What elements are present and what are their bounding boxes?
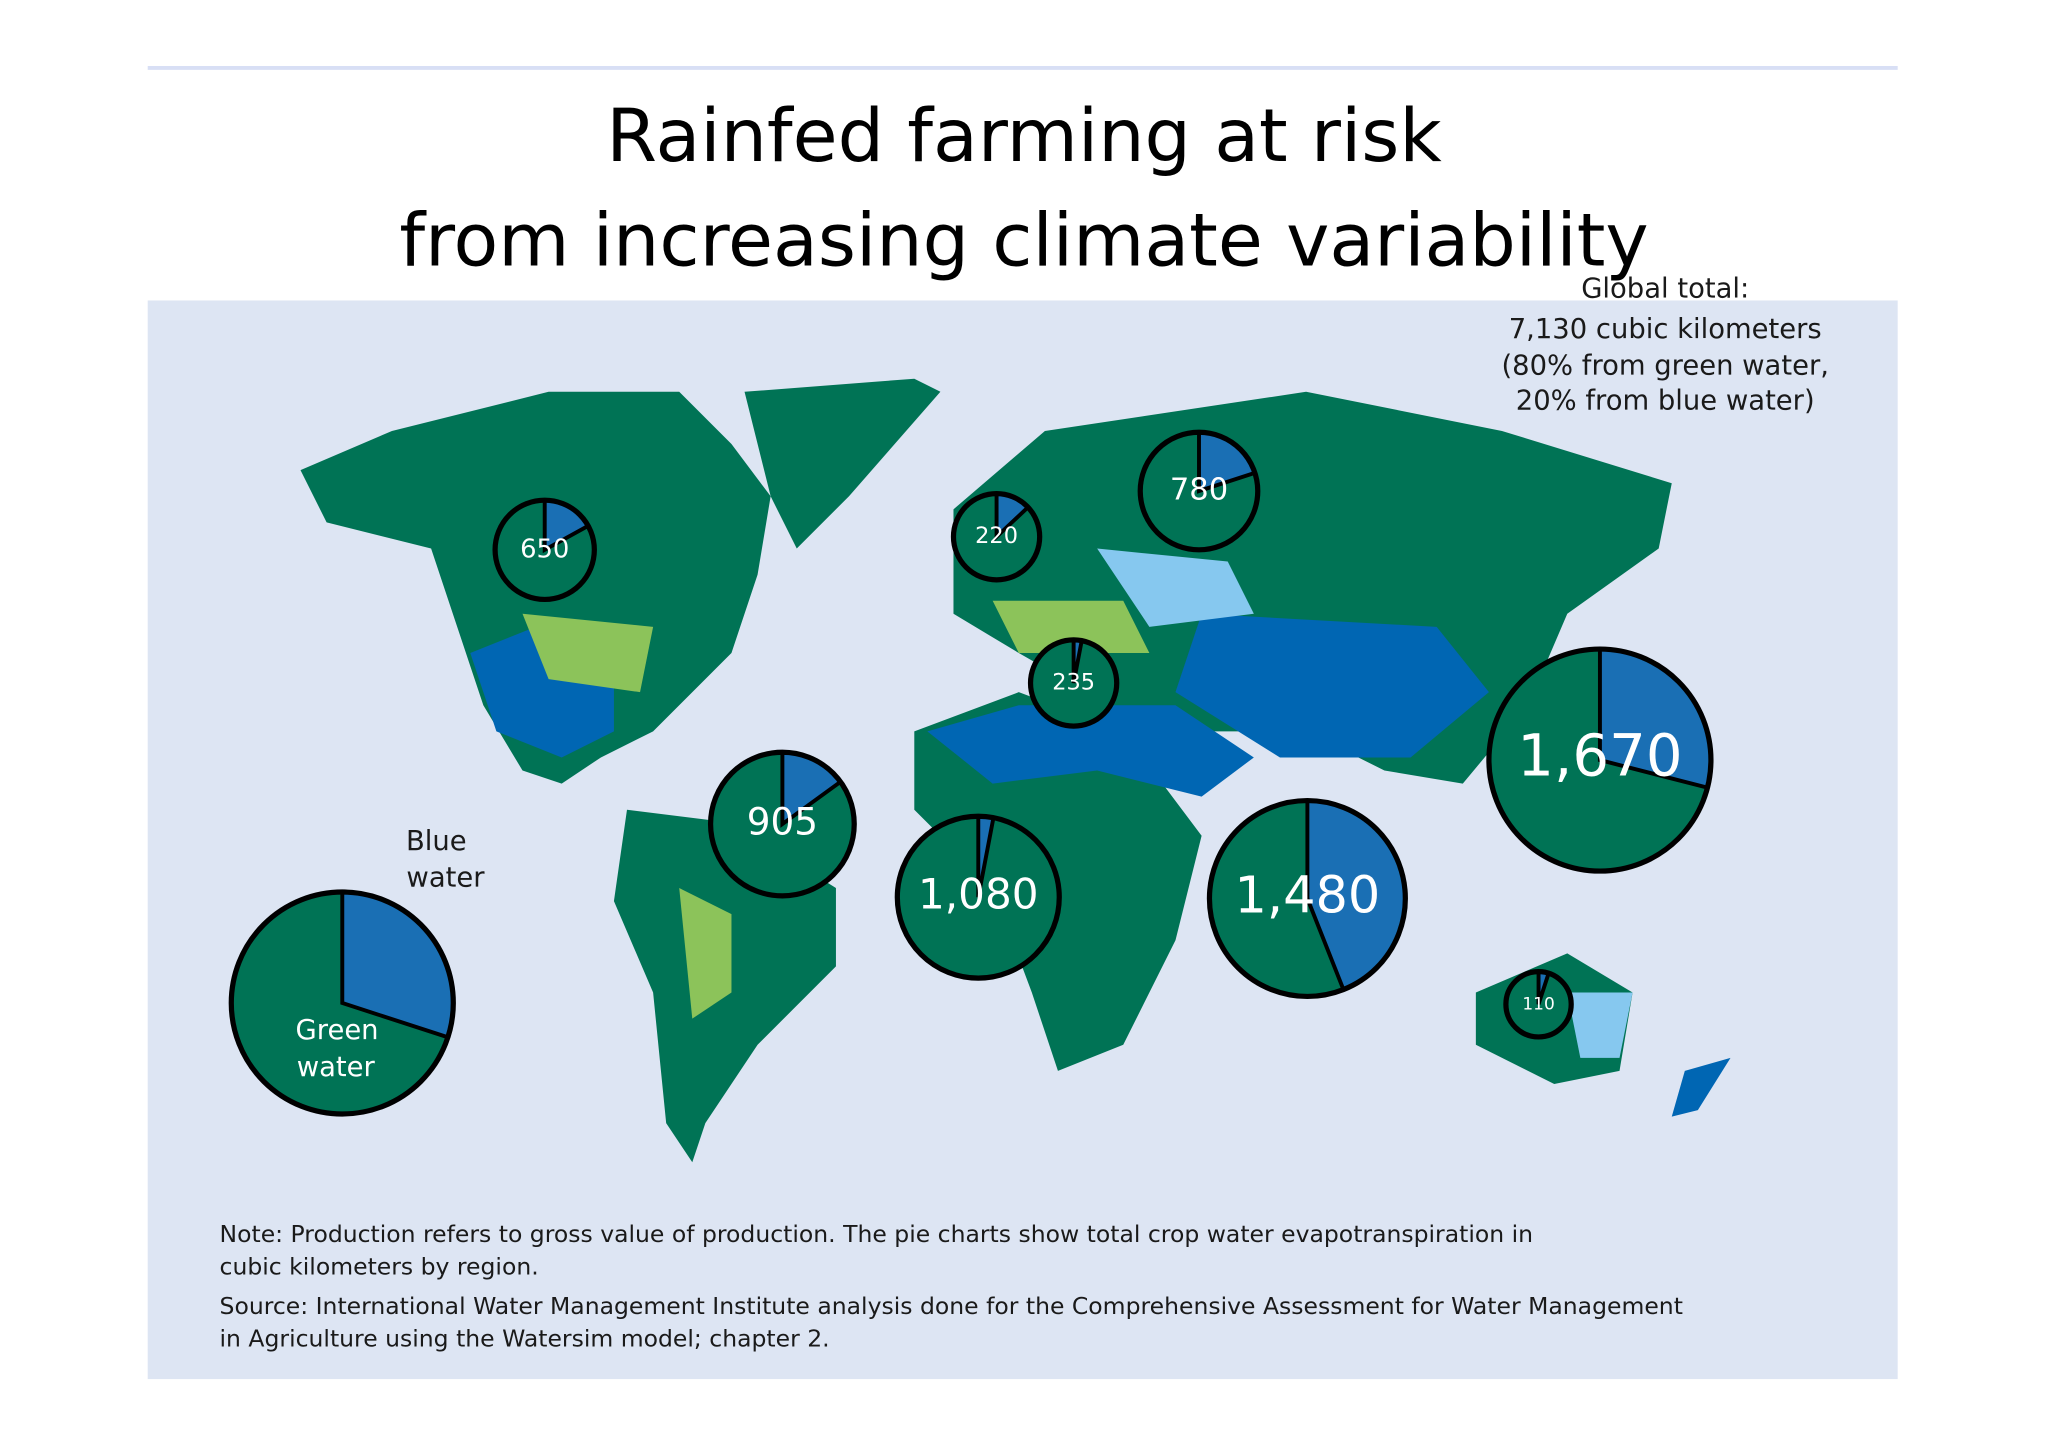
pie-outline xyxy=(1503,969,1574,1040)
pie-label: 1,480 xyxy=(1235,866,1381,925)
pie-outline xyxy=(228,889,456,1117)
legend-label: Green xyxy=(296,1015,379,1046)
global-total-text: 20% from blue water) xyxy=(1516,386,1815,417)
pie-label: 650 xyxy=(520,534,569,564)
pie-label: 905 xyxy=(747,800,818,844)
pie-outline xyxy=(1027,637,1120,729)
region-pie: 780 xyxy=(1137,429,1261,553)
global-total-text: (80% from green water, xyxy=(1501,350,1828,381)
region-pie: 1,080 xyxy=(894,813,1062,981)
region-pie: 220 xyxy=(950,491,1043,583)
pie-outline xyxy=(894,813,1062,981)
note-text: Source: International Water Management I… xyxy=(220,1292,1683,1320)
region-pie: 110 xyxy=(1503,969,1574,1040)
pie-outline xyxy=(1486,646,1714,874)
title-band xyxy=(0,261,2048,301)
legend-label: water xyxy=(297,1052,376,1083)
pie-label: 780 xyxy=(1170,473,1228,508)
region-pie: 650 xyxy=(492,497,597,603)
title-line: from increasing climate variability xyxy=(399,199,1648,284)
pie-label: 220 xyxy=(975,523,1018,549)
region-pie: 1,480 xyxy=(1206,797,1408,1000)
note-text: cubic kilometers by region. xyxy=(220,1253,539,1281)
pie-label: 1,080 xyxy=(918,870,1039,919)
title-line: Rainfed farming at risk xyxy=(606,94,1442,179)
pie-label: 235 xyxy=(1052,670,1095,696)
legend-label: Blue xyxy=(406,826,467,857)
global-total-text: Global total: xyxy=(1581,273,1749,304)
region-pie: 905 xyxy=(707,749,857,899)
global-total-text: 7,130 cubic kilometers xyxy=(1509,314,1822,345)
legend-label: water xyxy=(406,862,485,893)
pie-outline xyxy=(492,497,597,603)
pie-outline xyxy=(950,491,1043,583)
region-pie: 235 xyxy=(1027,637,1120,729)
pie-outline xyxy=(1137,429,1261,553)
pie-outline xyxy=(707,749,857,899)
region-pie: 1,670 xyxy=(1486,646,1714,874)
legend-pie xyxy=(228,889,456,1117)
note-text: Note: Production refers to gross value o… xyxy=(220,1220,1534,1248)
note-text: in Agriculture using the Watersim model;… xyxy=(220,1324,830,1352)
pie-outline xyxy=(1206,797,1408,1000)
pie-label: 110 xyxy=(1522,994,1554,1014)
pie-label: 1,670 xyxy=(1517,722,1682,790)
